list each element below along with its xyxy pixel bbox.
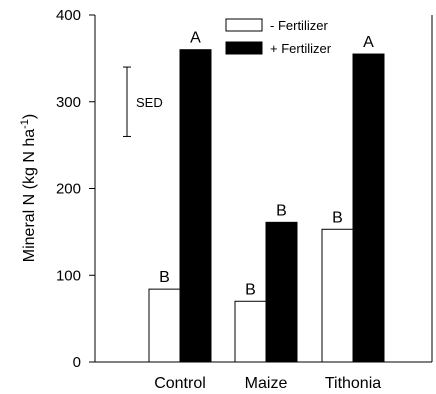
y-axis-title-superscript: -1 [19, 119, 31, 129]
significance-letter: B [245, 281, 256, 298]
bar-minus-fertilizer-tithonia [322, 229, 353, 362]
legend-swatch-plus-fertilizer [226, 42, 262, 54]
y-axis-title-close: ) [21, 114, 38, 119]
x-tick-labels: Control Maize Tithonia [154, 375, 381, 392]
legend-label-plus-fertilizer: + Fertilizer [270, 41, 332, 56]
bar-plus-fertilizer-maize [266, 222, 297, 362]
bar-minus-fertilizer-control [149, 289, 180, 362]
y-tick-label: 400 [56, 7, 81, 24]
legend: - Fertilizer + Fertilizer [226, 18, 332, 56]
significance-letter: A [363, 34, 374, 51]
significance-letter: B [159, 269, 170, 286]
sed-bar: SED [123, 67, 163, 136]
y-axis-title-main: Mineral N (kg N ha [21, 129, 38, 262]
y-tick-label: 200 [56, 181, 81, 198]
bars [149, 50, 384, 362]
y-ticks: 0 100 200 300 400 [56, 7, 95, 371]
bar-minus-fertilizer-maize [235, 301, 266, 362]
y-tick-label: 0 [73, 354, 81, 371]
significance-letter: B [276, 202, 287, 219]
x-tick-label-control: Control [154, 375, 206, 392]
sed-label: SED [136, 95, 163, 110]
y-tick-label: 100 [56, 267, 81, 284]
x-tick-label-tithonia: Tithonia [325, 375, 381, 392]
legend-label-minus-fertilizer: - Fertilizer [270, 18, 328, 33]
significance-letter: A [190, 30, 201, 47]
significance-letter: B [332, 209, 343, 226]
bar-plus-fertilizer-tithonia [353, 54, 384, 362]
y-tick-label: 300 [56, 94, 81, 111]
legend-swatch-minus-fertilizer [226, 19, 262, 31]
x-tick-label-maize: Maize [245, 375, 288, 392]
y-axis-title: Mineral N (kg N ha-1) [19, 114, 38, 262]
bar-plus-fertilizer-control [180, 50, 211, 362]
